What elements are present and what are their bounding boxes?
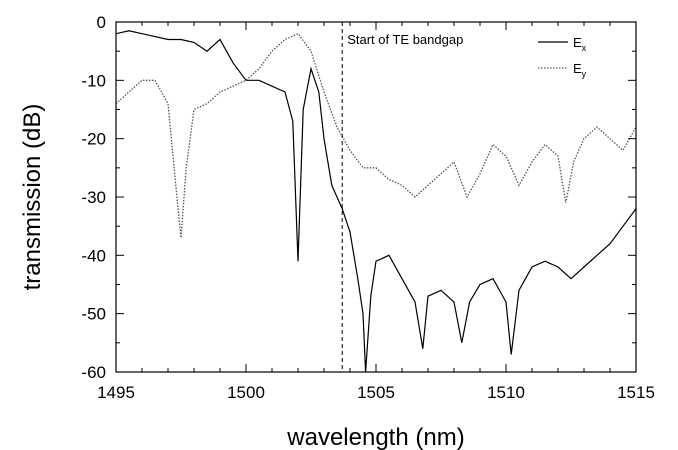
- x-tick-label: 1515: [617, 383, 655, 402]
- x-tick-label: 1495: [97, 383, 135, 402]
- y-tick-label: -20: [81, 130, 106, 149]
- x-tick-label: 1505: [357, 383, 395, 402]
- y-tick-label: -10: [81, 71, 106, 90]
- x-axis-label: wavelength (nm): [286, 424, 464, 450]
- y-tick-label: -50: [81, 305, 106, 324]
- annotation-layer: Start of TE bandgap: [341, 22, 463, 372]
- legend-label-ex: Ex: [573, 35, 587, 53]
- series-ex-line: [116, 30, 636, 372]
- y-tick-label: -40: [81, 246, 106, 265]
- x-tick-label: 1500: [227, 383, 265, 402]
- plot-frame: [115, 21, 637, 373]
- y-tick-label: -30: [81, 188, 106, 207]
- y-axis-label: transmission (dB): [19, 104, 46, 291]
- bandgap-annotation: Start of TE bandgap: [347, 32, 463, 47]
- series-ey-line: [116, 32, 636, 238]
- legend-label-ey: Ey: [573, 61, 587, 79]
- legend: Ex Ey: [538, 35, 587, 79]
- y-tick-label: -60: [81, 363, 106, 382]
- y-tick-label: 0: [97, 13, 106, 32]
- series-layer: [116, 30, 636, 372]
- ticks-layer: 1495 1500 1505 1510 1515 0 -10 -20 -30 -40 -50 -60: [81, 13, 654, 402]
- x-tick-label: 1510: [487, 383, 525, 402]
